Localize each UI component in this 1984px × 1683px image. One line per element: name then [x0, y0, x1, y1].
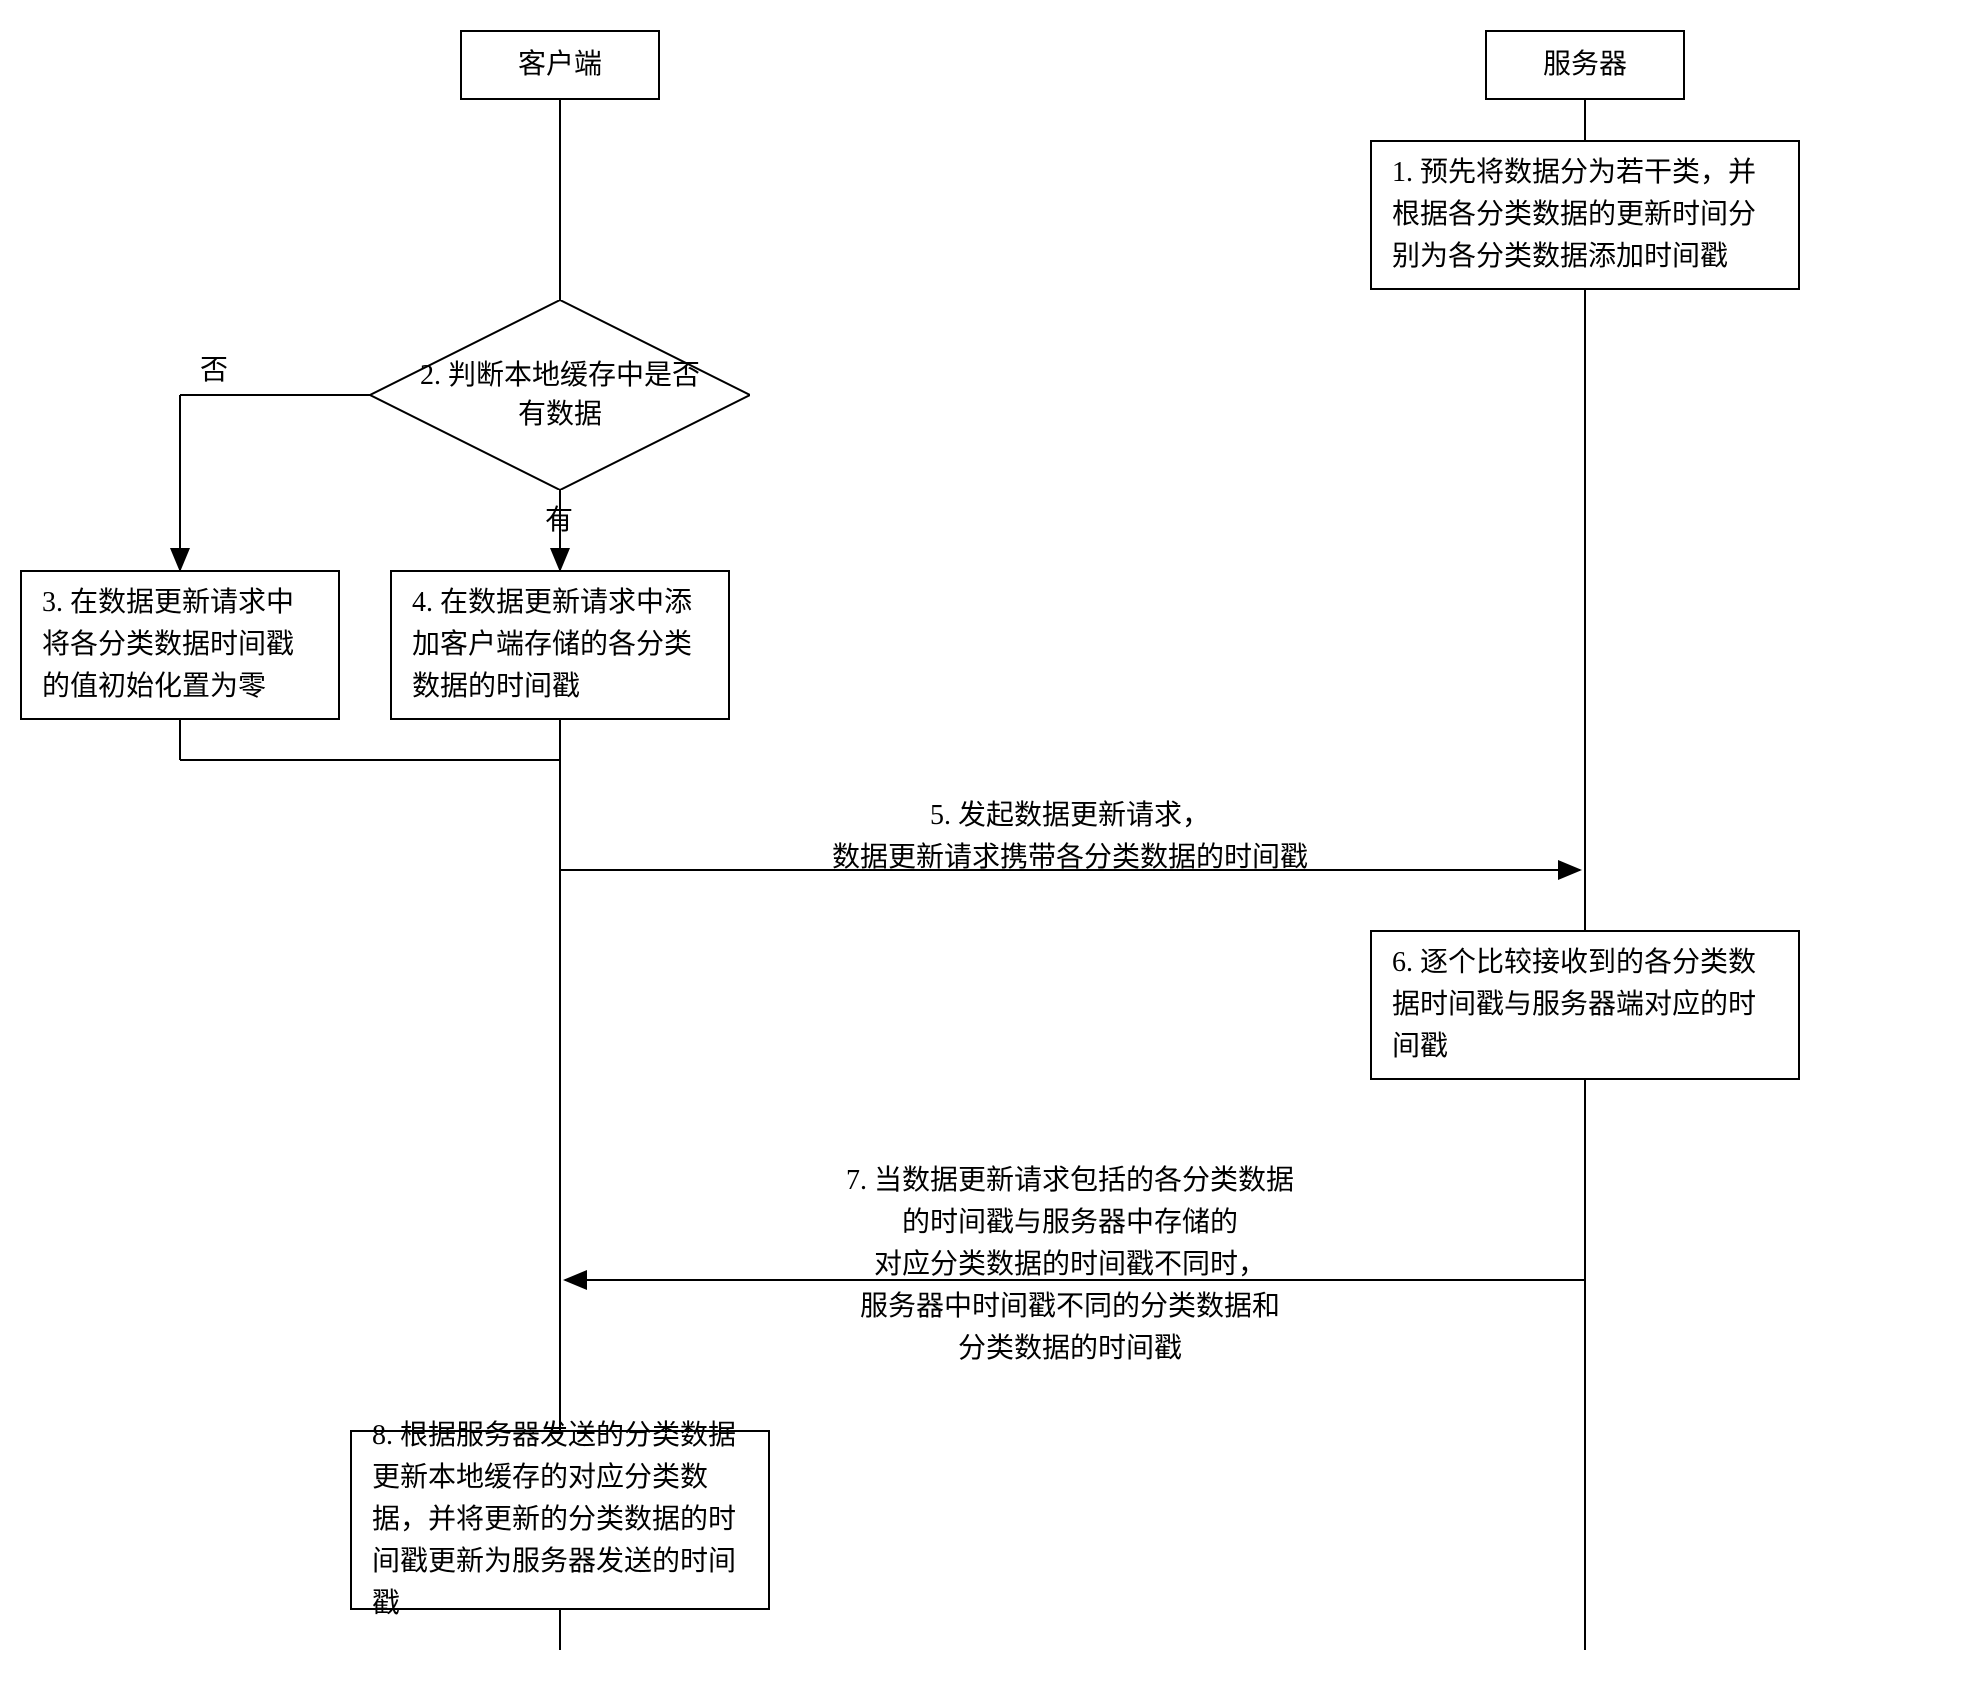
edge-label-yes: 有 — [545, 500, 573, 542]
step8-text: 8. 根据服务器发送的分类数据更新本地缓存的对应分类数据，并将更新的分类数据的时… — [372, 1415, 748, 1625]
client-header-box: 客户端 — [460, 30, 660, 100]
server-header-box: 服务器 — [1485, 30, 1685, 100]
decision2-text: 2. 判断本地缓存中是否有数据 — [408, 356, 712, 434]
step4-box: 4. 在数据更新请求中添加客户端存储的各分类数据的时间戳 — [390, 570, 730, 720]
msg7-line5: 分类数据的时间戳 — [720, 1328, 1420, 1370]
msg7-line3: 对应分类数据的时间戳不同时， — [720, 1244, 1420, 1286]
step1-box: 1. 预先将数据分为若干类，并根据各分类数据的更新时间分别为各分类数据添加时间戳 — [1370, 140, 1800, 290]
step8-box: 8. 根据服务器发送的分类数据更新本地缓存的对应分类数据，并将更新的分类数据的时… — [350, 1430, 770, 1610]
msg7-line4: 服务器中时间戳不同的分类数据和 — [720, 1286, 1420, 1328]
msg7-line1: 7. 当数据更新请求包括的各分类数据 — [720, 1160, 1420, 1202]
server-header-label: 服务器 — [1543, 44, 1627, 86]
msg5-line1: 5. 发起数据更新请求， — [720, 795, 1420, 837]
step1-text: 1. 预先将数据分为若干类，并根据各分类数据的更新时间分别为各分类数据添加时间戳 — [1392, 152, 1778, 278]
step3-text: 3. 在数据更新请求中将各分类数据时间戳的值初始化置为零 — [42, 582, 318, 708]
step6-text: 6. 逐个比较接收到的各分类数据时间戳与服务器端对应的时间戳 — [1392, 942, 1778, 1068]
step3-box: 3. 在数据更新请求中将各分类数据时间戳的值初始化置为零 — [20, 570, 340, 720]
step4-text: 4. 在数据更新请求中添加客户端存储的各分类数据的时间戳 — [412, 582, 708, 708]
decision2-diamond: 2. 判断本地缓存中是否有数据 — [370, 300, 750, 490]
client-header-label: 客户端 — [518, 44, 602, 86]
step6-box: 6. 逐个比较接收到的各分类数据时间戳与服务器端对应的时间戳 — [1370, 930, 1800, 1080]
msg7-label: 7. 当数据更新请求包括的各分类数据 的时间戳与服务器中存储的 对应分类数据的时… — [720, 1160, 1420, 1370]
msg7-line2: 的时间戳与服务器中存储的 — [720, 1202, 1420, 1244]
msg5-line2: 数据更新请求携带各分类数据的时间戳 — [720, 837, 1420, 879]
msg5-label: 5. 发起数据更新请求， 数据更新请求携带各分类数据的时间戳 — [720, 795, 1420, 879]
edge-label-no: 否 — [200, 350, 228, 392]
